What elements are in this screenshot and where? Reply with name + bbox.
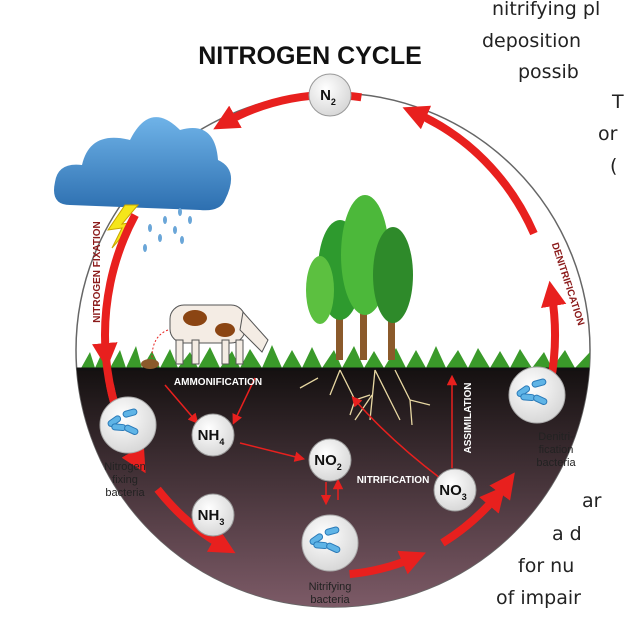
bacteria-label: Nitrogen	[104, 461, 146, 473]
background-line: nitrifying pl	[492, 0, 600, 20]
bacteria-label: Nitrifying	[309, 581, 352, 593]
nitrogen-cycle-diagram: nitrifying pl deposition possib Tor ( ara d fo…	[0, 0, 628, 626]
background-line: for nu	[518, 555, 574, 577]
compound-main: N	[320, 87, 331, 104]
background-line: deposition	[482, 30, 581, 52]
bacterium	[521, 394, 535, 401]
bacteria-label: Denitri-	[538, 431, 574, 443]
compound-sub: 2	[331, 97, 336, 107]
compound-sub: 2	[337, 462, 342, 472]
bacterium	[314, 542, 328, 549]
background-line: of impair	[496, 587, 581, 609]
background-line: possib	[518, 61, 579, 83]
bacteria-label: bacteria	[536, 457, 576, 469]
background-line: (	[610, 155, 617, 177]
process-label: AMMONIFICATION	[174, 377, 262, 388]
compound-sub: 3	[219, 517, 224, 527]
compound-main: NH	[198, 507, 220, 524]
process-label: NITROGEN FIXATION	[92, 221, 103, 322]
bacteria-label: bacteria	[310, 594, 350, 606]
compound-main: NO	[314, 452, 337, 469]
process-label: NITRIFICATION	[357, 475, 430, 486]
bacteria-label: bacteria	[105, 487, 145, 499]
background-line: a d	[552, 523, 582, 545]
background-line: ar	[582, 490, 602, 512]
title: NITROGEN CYCLE	[198, 42, 422, 70]
bacteria-label: fixing	[112, 474, 138, 486]
process-label: ASSIMILATION	[463, 383, 474, 454]
bacteria-label: fication	[539, 444, 574, 456]
compound-sub: 4	[219, 437, 224, 447]
compound-main: NH	[198, 427, 220, 444]
background-line: T	[611, 91, 624, 113]
background-line: or	[598, 123, 618, 145]
compound-main: NO	[439, 482, 462, 499]
bacterium	[112, 424, 126, 431]
compound-sub: 3	[462, 492, 467, 502]
